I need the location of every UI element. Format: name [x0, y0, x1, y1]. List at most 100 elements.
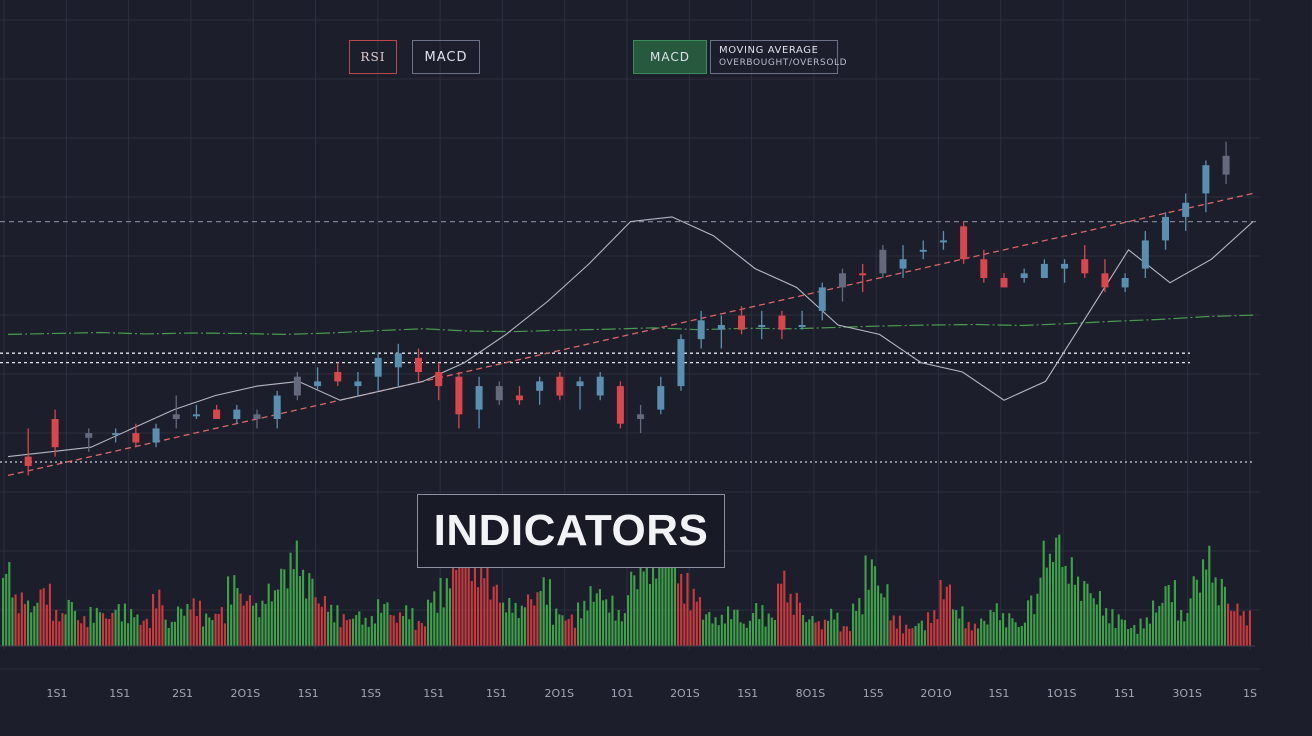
- volume-bar: [748, 620, 751, 646]
- candle-body: [1141, 240, 1149, 269]
- volume-bar: [1248, 610, 1251, 646]
- volume-bar: [1220, 578, 1223, 646]
- volume-bar: [842, 626, 845, 646]
- volume-bar: [1027, 600, 1030, 646]
- volume-bar: [933, 610, 936, 646]
- volume-bar: [742, 623, 745, 646]
- volume-bar: [1223, 586, 1226, 646]
- volume-bar: [1048, 553, 1051, 646]
- candle-body: [980, 259, 988, 278]
- candle-body: [435, 372, 443, 387]
- candle-body: [112, 433, 120, 436]
- candle-body: [515, 395, 523, 401]
- volume-bar: [252, 605, 255, 646]
- indicators-badge: INDICATORS: [417, 494, 725, 568]
- volume-bar: [23, 603, 26, 646]
- candle-body: [960, 226, 968, 260]
- volume-bar: [195, 615, 198, 646]
- volume-bar: [611, 595, 614, 646]
- volume-bar: [1114, 628, 1117, 646]
- volume-bar: [814, 622, 817, 646]
- volume-bar: [458, 566, 461, 646]
- volume-bar: [439, 577, 442, 646]
- moving-average-button[interactable]: MOVING AVERAGE OVERBOUGHT/OVERSOLD: [710, 40, 847, 74]
- volume-bar: [1020, 626, 1023, 646]
- signal-line-layer: [7, 216, 1254, 458]
- volume-bar: [173, 621, 176, 646]
- candle-body: [818, 287, 826, 311]
- candle-body: [415, 357, 423, 372]
- volume-bar: [836, 612, 839, 646]
- volume-bar: [1202, 559, 1205, 646]
- macd-button[interactable]: MACD: [412, 40, 480, 74]
- candle-body: [879, 249, 887, 274]
- rsi-button[interactable]: RSI: [349, 40, 397, 74]
- volume-bar: [1183, 621, 1186, 646]
- volume-bar: [402, 616, 405, 646]
- volume-bar: [708, 611, 711, 646]
- volume-bar: [511, 612, 514, 646]
- volume-bar: [895, 628, 898, 646]
- volume-bar: [1152, 600, 1155, 646]
- volume-bar: [702, 619, 705, 646]
- volume-bar: [433, 591, 436, 646]
- volume-bar: [755, 603, 758, 646]
- volume-bar: [305, 598, 308, 646]
- volume-bar: [358, 611, 361, 646]
- volume-bar: [217, 613, 220, 646]
- volume-bar: [973, 623, 976, 646]
- volume-bar: [8, 562, 11, 646]
- volume-bar: [558, 614, 561, 646]
- volume-bar: [1092, 598, 1095, 646]
- volume-bar: [645, 548, 648, 646]
- volume-bar: [745, 627, 748, 646]
- volume-bar: [677, 583, 680, 646]
- volume-bar: [873, 566, 876, 646]
- candle-body: [394, 353, 402, 368]
- volume-bar: [448, 588, 451, 646]
- volume-bar: [714, 617, 717, 646]
- volume-bar: [264, 603, 267, 646]
- volume-bar: [52, 620, 55, 646]
- candle-body: [1020, 273, 1028, 278]
- volume-bar: [142, 620, 145, 646]
- candle-body: [132, 433, 140, 443]
- x-tick-label: 1S1: [298, 687, 319, 700]
- volume-bar: [373, 623, 376, 646]
- volume-bar: [98, 612, 101, 646]
- candle-body: [192, 414, 200, 417]
- volume-bar: [1023, 622, 1026, 646]
- macd-active-button[interactable]: MACD: [633, 40, 707, 74]
- volume-bar: [14, 594, 17, 646]
- volume-bar: [370, 616, 373, 646]
- volume-bar: [780, 583, 783, 646]
- volume-bar: [1014, 622, 1017, 646]
- candle-body: [354, 381, 362, 387]
- volume-bar: [342, 614, 345, 646]
- volume-bar: [1164, 586, 1167, 646]
- volume-bar: [958, 618, 961, 646]
- candle-body: [1202, 165, 1210, 194]
- volume-bar: [136, 614, 139, 646]
- volume-bar: [1236, 603, 1239, 646]
- candle-body: [1182, 202, 1190, 217]
- volume-bar: [211, 620, 214, 646]
- volume-bar: [255, 603, 258, 646]
- volume-bar: [339, 627, 342, 646]
- volume-bar: [323, 596, 326, 646]
- x-tick-label: 1S1: [737, 687, 758, 700]
- volume-bar: [27, 600, 30, 646]
- volume-bar: [208, 617, 211, 646]
- volume-bar: [1186, 613, 1189, 646]
- volume-bar: [727, 606, 730, 646]
- volume-bar: [133, 617, 136, 646]
- volume-bar: [33, 606, 36, 646]
- volume-bar: [80, 623, 83, 646]
- volume-bar: [736, 609, 739, 646]
- volume-bar: [42, 588, 45, 646]
- volume-bar: [267, 583, 270, 646]
- volume-bar: [614, 620, 617, 646]
- volume-bar: [239, 593, 242, 646]
- volume-bar: [983, 620, 986, 646]
- volume-bar: [961, 606, 964, 646]
